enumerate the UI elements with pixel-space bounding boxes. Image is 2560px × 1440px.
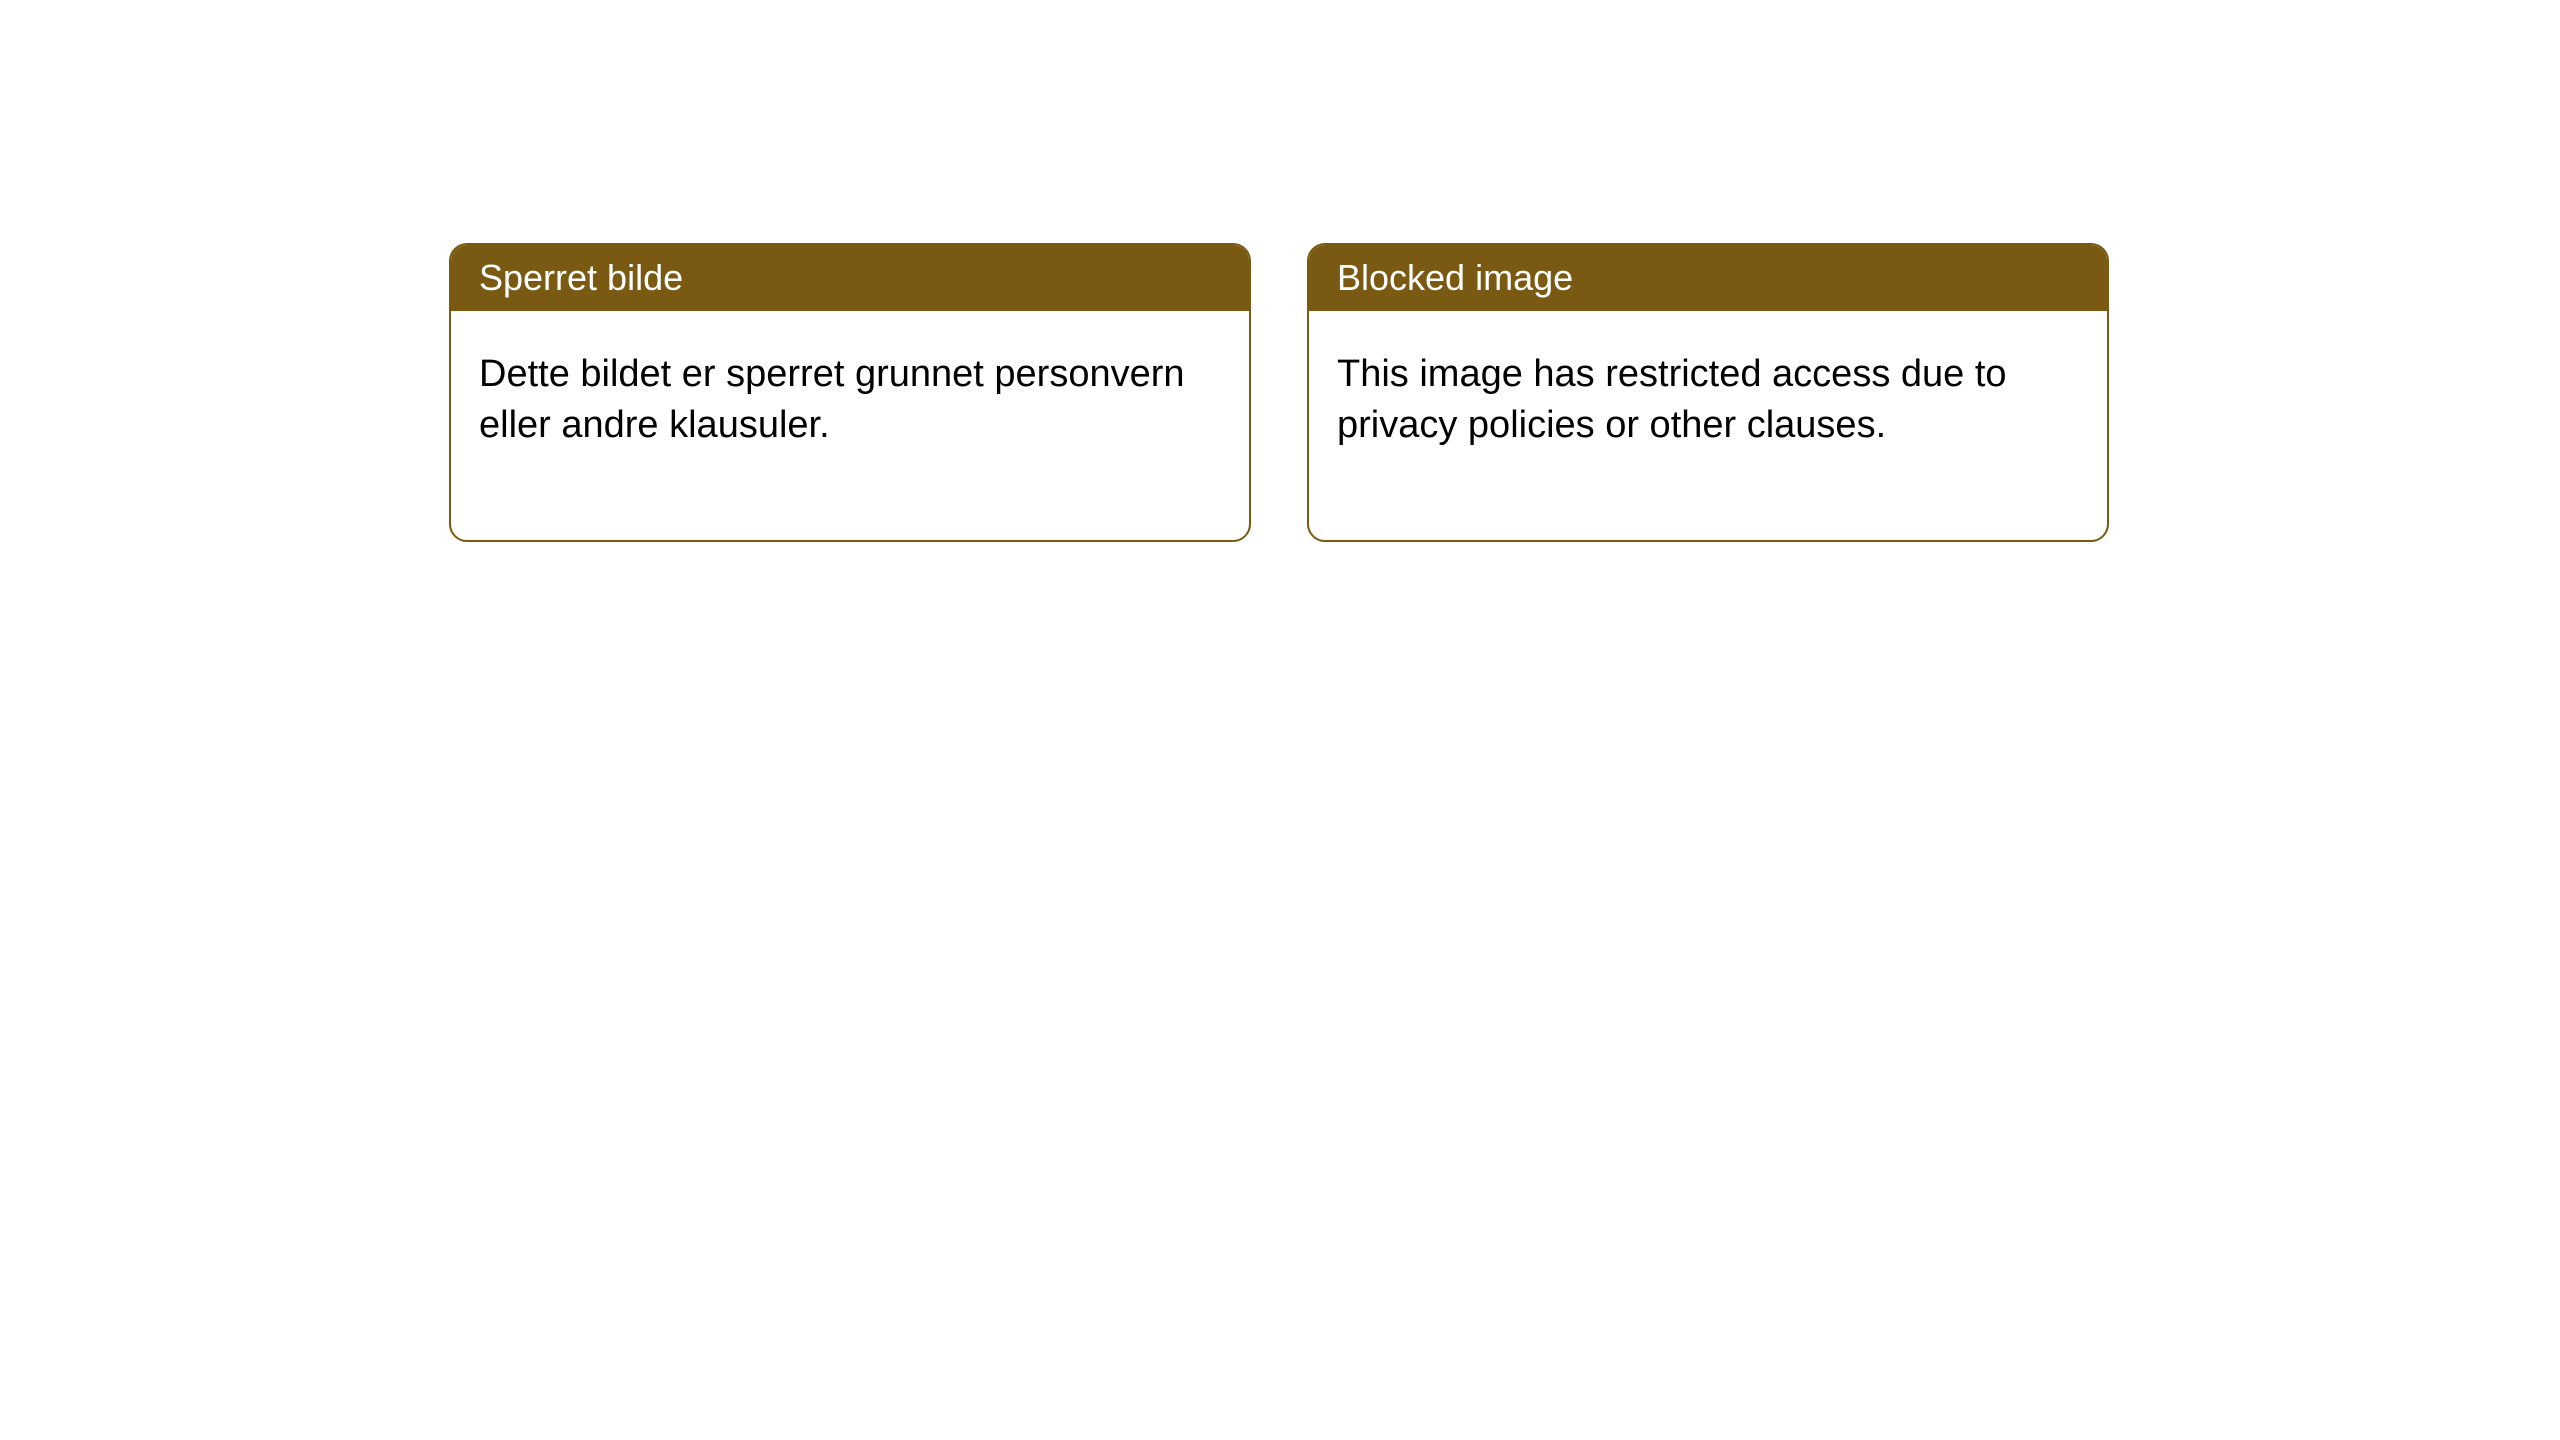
notice-header: Blocked image [1309,245,2107,311]
notice-container: Sperret bilde Dette bildet er sperret gr… [449,243,2109,542]
notice-body: This image has restricted access due to … [1309,311,2107,540]
notice-card-english: Blocked image This image has restricted … [1307,243,2109,542]
notice-header: Sperret bilde [451,245,1249,311]
notice-body: Dette bildet er sperret grunnet personve… [451,311,1249,540]
notice-card-norwegian: Sperret bilde Dette bildet er sperret gr… [449,243,1251,542]
